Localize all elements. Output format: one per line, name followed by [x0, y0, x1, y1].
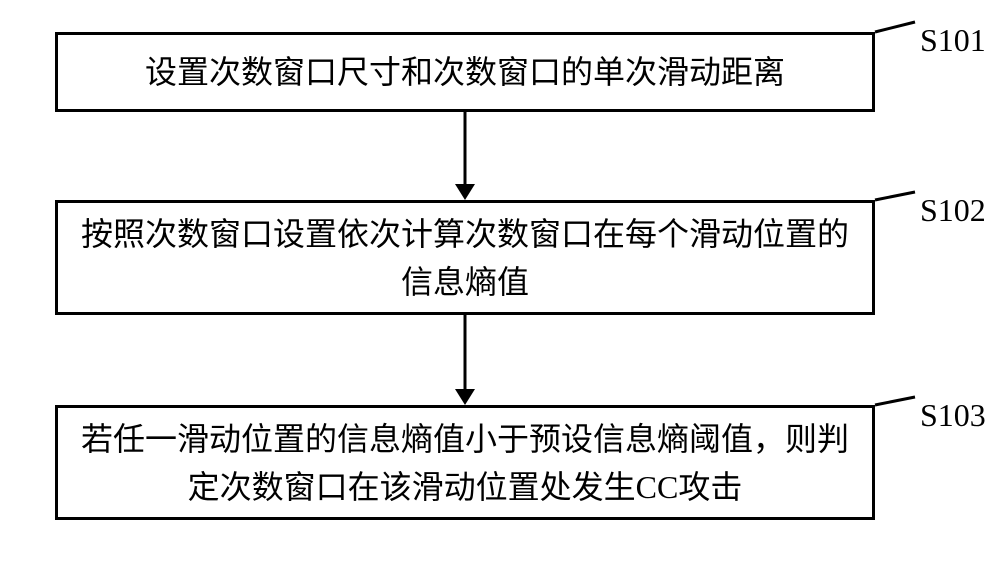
flowchart-canvas: 设置次数窗口尺寸和次数窗口的单次滑动距离 S101 按照次数窗口设置依次计算次数… [0, 0, 1000, 563]
flowchart-label-s103: S103 [920, 397, 986, 434]
leader-line-s103 [0, 0, 1000, 563]
